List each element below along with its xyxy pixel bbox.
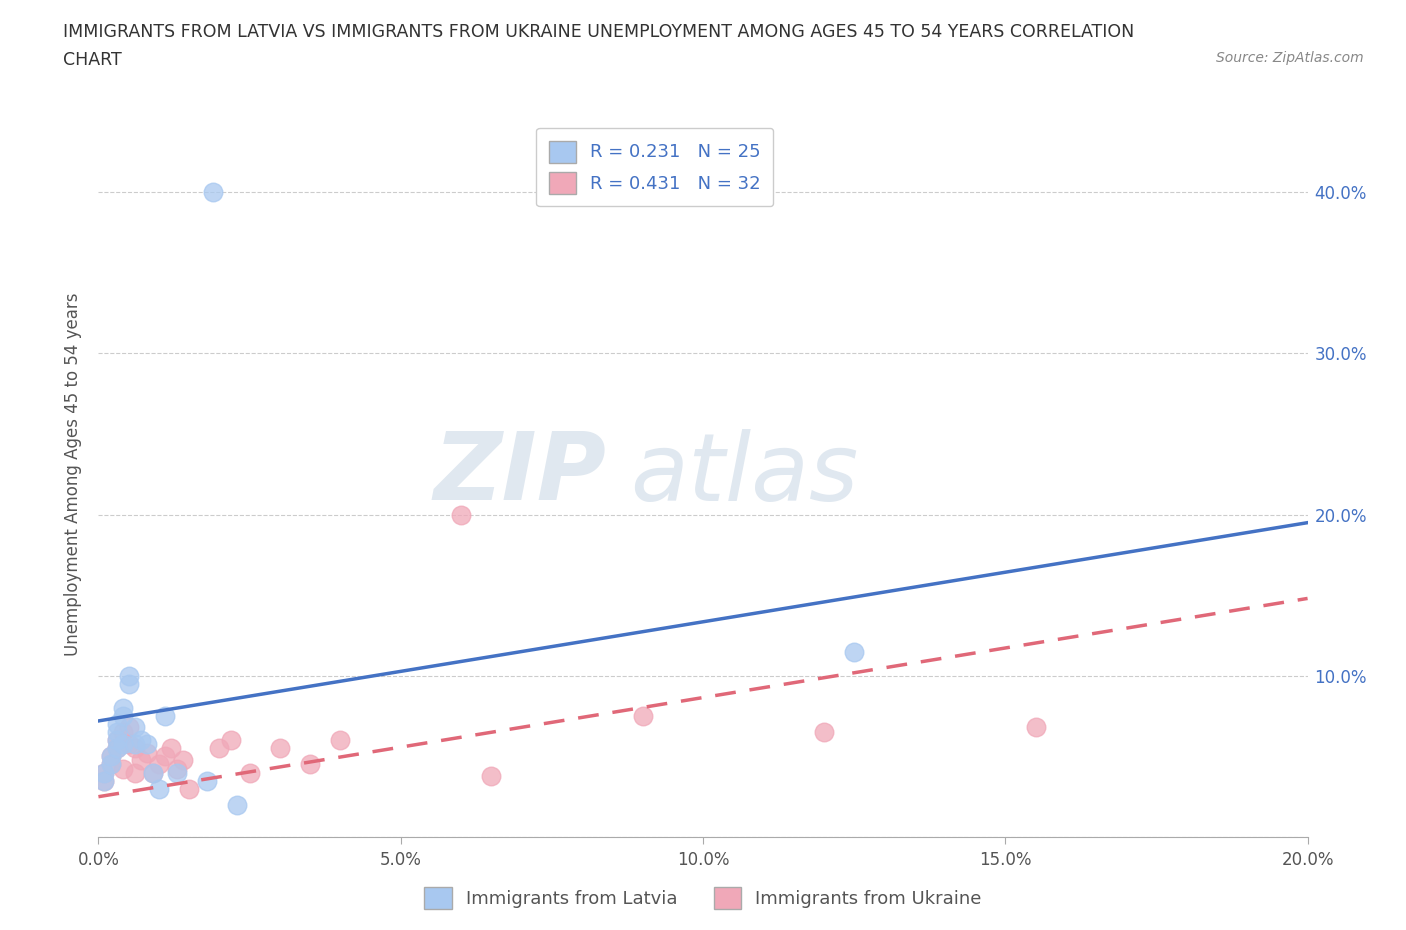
Point xyxy=(105,717,128,732)
Point xyxy=(166,762,188,777)
Legend: Immigrants from Latvia, Immigrants from Ukraine: Immigrants from Latvia, Immigrants from … xyxy=(418,880,988,916)
Point xyxy=(105,733,128,748)
Point xyxy=(208,741,231,756)
Point xyxy=(179,781,201,796)
Point xyxy=(226,797,249,812)
Text: atlas: atlas xyxy=(630,429,859,520)
Point xyxy=(481,768,503,783)
Y-axis label: Unemployment Among Ages 45 to 54 years: Unemployment Among Ages 45 to 54 years xyxy=(65,293,83,656)
Point xyxy=(100,749,122,764)
Point xyxy=(142,765,165,780)
Point xyxy=(1024,720,1046,735)
Point xyxy=(148,757,170,772)
Point xyxy=(124,720,146,735)
Point xyxy=(195,773,218,788)
Point xyxy=(111,709,134,724)
Point xyxy=(172,752,194,767)
Point xyxy=(105,741,128,756)
Point xyxy=(124,765,146,780)
Point xyxy=(105,724,128,739)
Point xyxy=(124,736,146,751)
Point xyxy=(105,741,128,756)
Point xyxy=(93,765,115,780)
Point xyxy=(129,752,152,767)
Point xyxy=(166,765,188,780)
Point xyxy=(135,736,157,751)
Point xyxy=(160,741,183,756)
Point xyxy=(118,736,141,751)
Point xyxy=(129,733,152,748)
Point xyxy=(118,676,141,691)
Point xyxy=(269,741,291,756)
Point xyxy=(100,757,122,772)
Text: Source: ZipAtlas.com: Source: ZipAtlas.com xyxy=(1216,51,1364,65)
Point xyxy=(100,757,122,772)
Point xyxy=(111,724,134,739)
Point xyxy=(329,733,352,748)
Point xyxy=(813,724,835,739)
Point xyxy=(105,733,128,748)
Legend: R = 0.231   N = 25, R = 0.431   N = 32: R = 0.231 N = 25, R = 0.431 N = 32 xyxy=(536,128,773,206)
Point xyxy=(111,762,134,777)
Point xyxy=(118,669,141,684)
Text: ZIP: ZIP xyxy=(433,429,606,520)
Point xyxy=(135,746,157,761)
Text: IMMIGRANTS FROM LATVIA VS IMMIGRANTS FROM UKRAINE UNEMPLOYMENT AMONG AGES 45 TO : IMMIGRANTS FROM LATVIA VS IMMIGRANTS FRO… xyxy=(63,23,1135,41)
Point xyxy=(221,733,243,748)
Point xyxy=(142,765,165,780)
Text: CHART: CHART xyxy=(63,51,122,69)
Point xyxy=(93,773,115,788)
Point xyxy=(153,749,176,764)
Point xyxy=(111,736,134,751)
Point xyxy=(124,741,146,756)
Point xyxy=(202,185,225,200)
Point xyxy=(153,709,176,724)
Point xyxy=(450,507,472,522)
Point xyxy=(844,644,866,659)
Point xyxy=(100,749,122,764)
Point xyxy=(111,700,134,715)
Point xyxy=(118,720,141,735)
Point xyxy=(148,781,170,796)
Point xyxy=(239,765,262,780)
Point xyxy=(631,709,654,724)
Point xyxy=(93,765,115,780)
Point xyxy=(299,757,322,772)
Point xyxy=(93,773,115,788)
